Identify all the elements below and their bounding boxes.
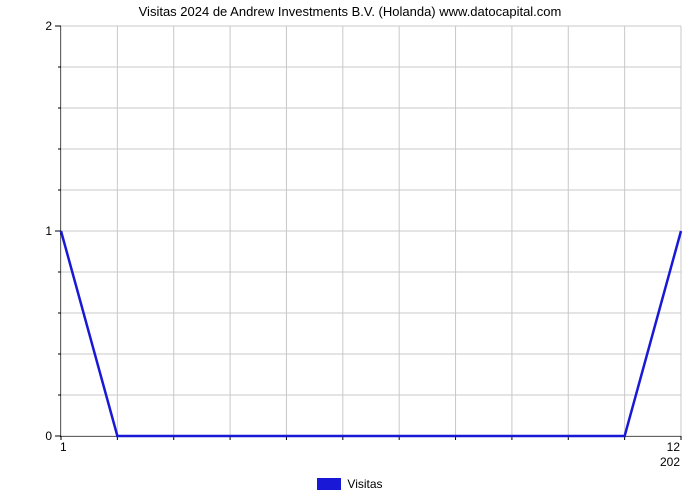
legend: Visitas [0,476,700,491]
plot-area [60,26,681,437]
chart-svg [61,26,681,436]
x-tick-label: 1 [60,440,67,454]
y-tick-label: 0 [45,429,52,443]
legend-swatch [317,478,341,490]
chart-title: Visitas 2024 de Andrew Investments B.V. … [0,4,700,19]
x-tick-label: 12 [667,440,680,454]
series-line [61,231,681,436]
x-sublabel: 202 [660,455,680,469]
y-tick-label: 2 [45,19,52,33]
y-tick-label: 1 [45,224,52,238]
legend-label: Visitas [347,477,382,491]
